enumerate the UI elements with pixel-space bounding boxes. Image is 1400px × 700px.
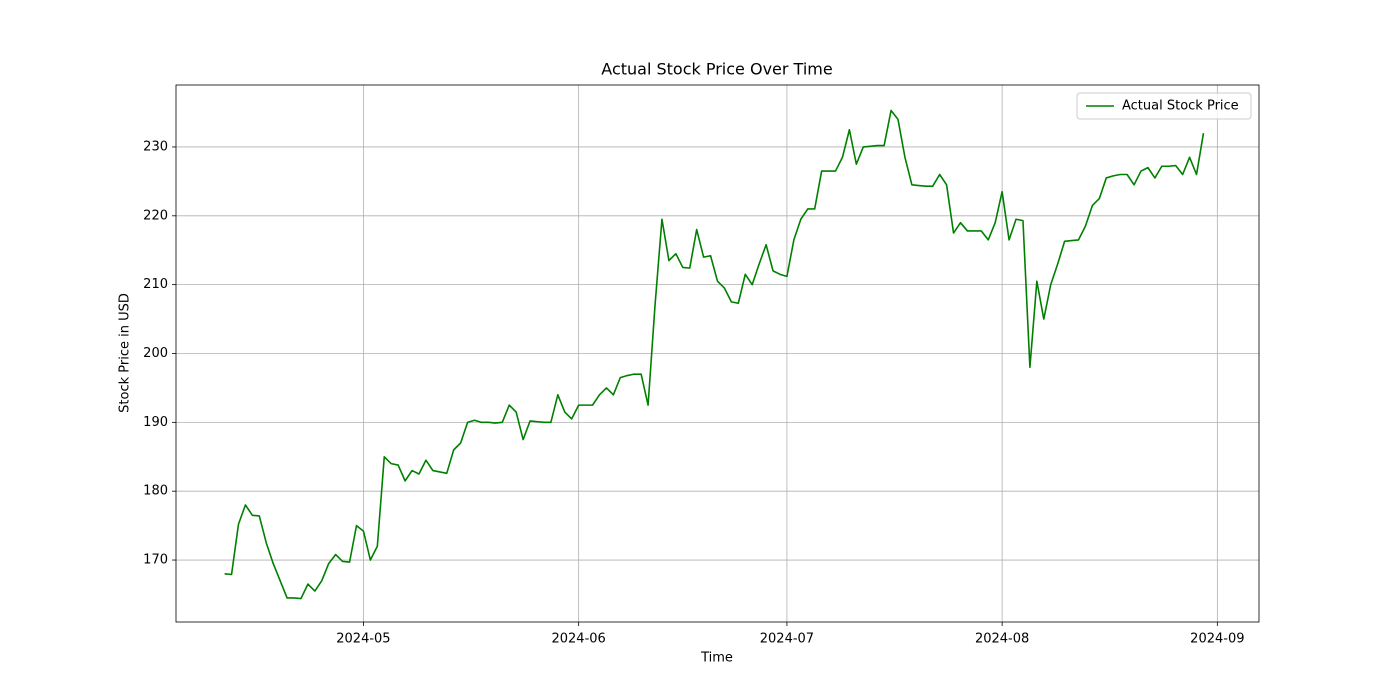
- plot-frame: [175, 84, 1260, 623]
- y-tick-label: 190: [143, 415, 168, 430]
- chart-title: Actual Stock Price Over Time: [601, 60, 832, 79]
- x-tick-label: 2024-06: [551, 632, 605, 647]
- y-tick-label: 210: [143, 277, 168, 292]
- y-tick-label: 230: [143, 139, 168, 154]
- line: [224, 109, 1205, 600]
- y-axis-label: Stock Price in USD: [118, 293, 133, 413]
- x-tick-label: 2024-07: [760, 632, 814, 647]
- x-axis-label: Time: [700, 651, 733, 666]
- y-tick-label: 180: [143, 484, 168, 499]
- x-tick-label: 2024-05: [336, 632, 390, 647]
- x-tick-label: 2024-09: [1190, 632, 1244, 647]
- x-tick-label: 2024-08: [975, 632, 1029, 647]
- legend-label: Actual Stock Price: [1122, 99, 1239, 114]
- y-tick-label: 220: [143, 208, 168, 223]
- legend-box: [1076, 92, 1252, 120]
- y-tick-label: 170: [143, 553, 168, 568]
- y-tick-label: 200: [143, 346, 168, 361]
